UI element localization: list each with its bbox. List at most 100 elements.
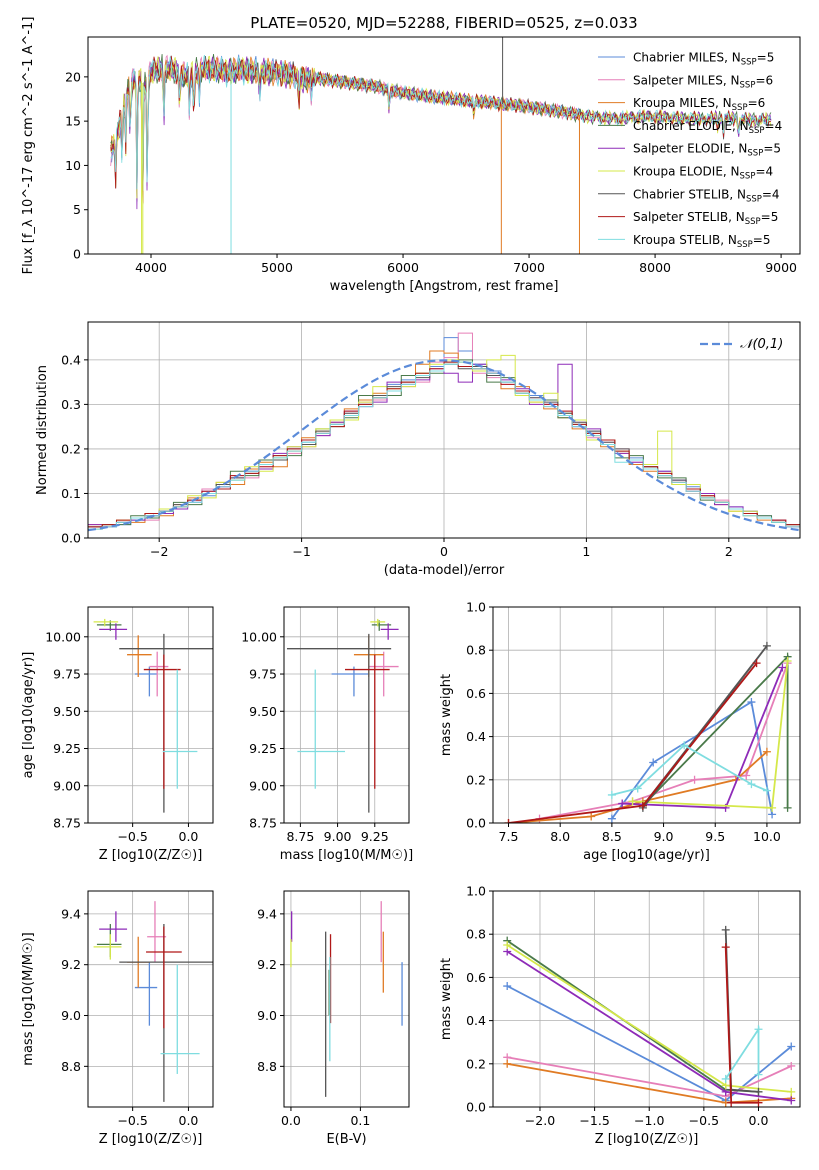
y-tick-label: 9.0 bbox=[61, 1008, 81, 1023]
weight-marker bbox=[690, 775, 699, 784]
plot-area bbox=[503, 925, 796, 1107]
y-axis-label: mass [log10(M/M☉)] bbox=[21, 932, 36, 1065]
y-tick-label: 20 bbox=[65, 69, 81, 84]
y-tick-label: 9.50 bbox=[53, 704, 81, 719]
weight-marker bbox=[787, 1087, 796, 1096]
legend-entry: Chabrier MILES, NSSP=5 bbox=[633, 51, 774, 68]
weight-marker bbox=[504, 819, 513, 823]
y-tick-label: 8.75 bbox=[249, 816, 277, 831]
weight-marker bbox=[752, 659, 761, 668]
y-tick-label: 0.0 bbox=[61, 531, 81, 546]
plot-area bbox=[290, 901, 403, 1097]
y-tick-label: 9.00 bbox=[249, 778, 277, 793]
y-tick-label: 0.4 bbox=[61, 352, 81, 367]
weight-marker bbox=[680, 741, 689, 750]
weight-marker bbox=[607, 814, 616, 823]
y-tick-label: 0.0 bbox=[466, 816, 486, 831]
x-axis-label: (data-model)/error bbox=[384, 563, 505, 578]
weight-marker bbox=[503, 982, 512, 991]
axes-frame bbox=[492, 890, 801, 1108]
weight-marker bbox=[787, 1061, 796, 1070]
x-tick-label: 0.0 bbox=[179, 1113, 199, 1128]
legend-entry: Chabrier STELIB, NSSP=4 bbox=[633, 187, 780, 204]
weight-marker bbox=[787, 1042, 796, 1051]
y-tick-label: 1.0 bbox=[466, 600, 486, 615]
y-tick-label: 9.25 bbox=[249, 741, 277, 756]
weight-marker bbox=[633, 784, 642, 793]
x-axis-label: E(B-V) bbox=[326, 1132, 366, 1147]
x-tick-label: 9.00 bbox=[324, 829, 352, 844]
weight-marker bbox=[762, 641, 771, 650]
y-tick-label: 0.4 bbox=[466, 729, 486, 744]
spectrum-legend: Chabrier MILES, NSSP=5 Salpeter MILES, NS… bbox=[598, 51, 782, 250]
y-tick-label: 0.4 bbox=[466, 1013, 486, 1028]
x-tick-label: 9.5 bbox=[705, 829, 725, 844]
axes-frame bbox=[87, 36, 801, 255]
y-tick-label: 1.0 bbox=[466, 884, 486, 899]
axes-frame bbox=[492, 606, 801, 824]
weight-marker bbox=[747, 780, 756, 789]
weight-marker bbox=[721, 1074, 730, 1083]
x-tick-label: 0.0 bbox=[749, 1113, 769, 1128]
weight-series-chabrier-elodie bbox=[506, 939, 759, 1093]
x-tick-label: 8000 bbox=[639, 260, 671, 275]
weight-marker bbox=[607, 790, 616, 799]
y-tick-label: 0.3 bbox=[61, 397, 81, 412]
y-tick-label: 9.75 bbox=[249, 667, 277, 682]
y-axis-label: age [log10(age/yr)] bbox=[21, 652, 36, 779]
weight-marker bbox=[503, 1059, 512, 1068]
x-axis-label: Z [log10(Z/Z☉)] bbox=[99, 1132, 203, 1147]
weight-marker bbox=[754, 1070, 763, 1079]
plot-area bbox=[93, 901, 213, 1102]
x-tick-label: −2 bbox=[150, 544, 168, 559]
plot-area bbox=[110, 37, 772, 254]
x-tick-label: 0 bbox=[440, 544, 448, 559]
x-tick-label: 7.5 bbox=[499, 829, 519, 844]
x-tick-label: 2 bbox=[725, 544, 733, 559]
x-tick-label: −2.0 bbox=[525, 1113, 555, 1128]
weight-marker bbox=[783, 657, 792, 665]
y-tick-label: 0.6 bbox=[466, 970, 486, 985]
histogram-series-kroupa-elodie bbox=[88, 354, 800, 538]
x-tick-label: 0.1 bbox=[350, 1113, 370, 1128]
x-tick-label: 4000 bbox=[135, 260, 167, 275]
y-axis-label: mass weight bbox=[439, 958, 454, 1040]
x-axis-label: mass [log10(M/M☉)] bbox=[280, 848, 413, 863]
x-tick-label: −1.5 bbox=[579, 1113, 609, 1128]
y-tick-label: 15 bbox=[65, 114, 81, 129]
weight-marker bbox=[721, 943, 730, 952]
legend-entry: Kroupa ELODIE, NSSP=4 bbox=[633, 165, 773, 182]
axes-mass_vs_EBV: 0.0 0.1 8.8 9.0 9.2 9.4 E(B-V) bbox=[257, 890, 410, 1147]
legend-entry: 𝒩(0,1) bbox=[740, 337, 783, 352]
weight-marker bbox=[762, 786, 771, 795]
y-tick-label: 10.00 bbox=[45, 629, 81, 644]
x-tick-label: 7000 bbox=[513, 260, 545, 275]
plot-area bbox=[88, 332, 800, 538]
plot-area bbox=[504, 641, 792, 823]
axes-age_vs_mass: 8.75 9.00 9.25 8.75 9.00 9.25 9.50 9.75 10.00 mas… bbox=[241, 606, 413, 863]
weight-marker bbox=[754, 1025, 763, 1034]
y-axis-label: Normed distribution bbox=[35, 365, 50, 495]
axes-massweight_vs_Z: −2.0 −1.5 −1.0 −0.5 0.0 0.0 0.2 0.4 0.6 0.8 1.0 Z [… bbox=[439, 884, 801, 1147]
y-tick-label: 0.1 bbox=[61, 486, 81, 501]
x-tick-label: −0.5 bbox=[117, 1113, 147, 1128]
axes-frame bbox=[283, 890, 410, 1108]
x-tick-label: 10.0 bbox=[753, 829, 781, 844]
y-tick-label: 8.75 bbox=[53, 816, 81, 831]
y-tick-label: 0.2 bbox=[466, 772, 486, 787]
weight-marker bbox=[778, 663, 787, 672]
y-tick-label: 9.2 bbox=[61, 957, 81, 972]
x-tick-label: 0.0 bbox=[281, 1113, 301, 1128]
figure-title: PLATE=0520, MJD=52288, FIBERID=0525, z=0… bbox=[250, 14, 637, 32]
legend-entry: Salpeter ELODIE, NSSP=5 bbox=[633, 142, 781, 159]
weight-marker bbox=[727, 1098, 736, 1107]
y-tick-label: 9.75 bbox=[53, 667, 81, 682]
y-tick-label: 0.6 bbox=[466, 686, 486, 701]
axes-frame bbox=[283, 606, 410, 824]
weight-marker bbox=[787, 1096, 796, 1105]
plot-area bbox=[93, 618, 213, 813]
axes-residual_histogram: 𝒩(0,1) −2 −1 0 1 2 0.0 0.1 0.2 0.3 0.4 (data-model)… bbox=[35, 321, 801, 578]
y-tick-label: 9.4 bbox=[61, 906, 81, 921]
y-tick-label: 5 bbox=[73, 202, 81, 217]
